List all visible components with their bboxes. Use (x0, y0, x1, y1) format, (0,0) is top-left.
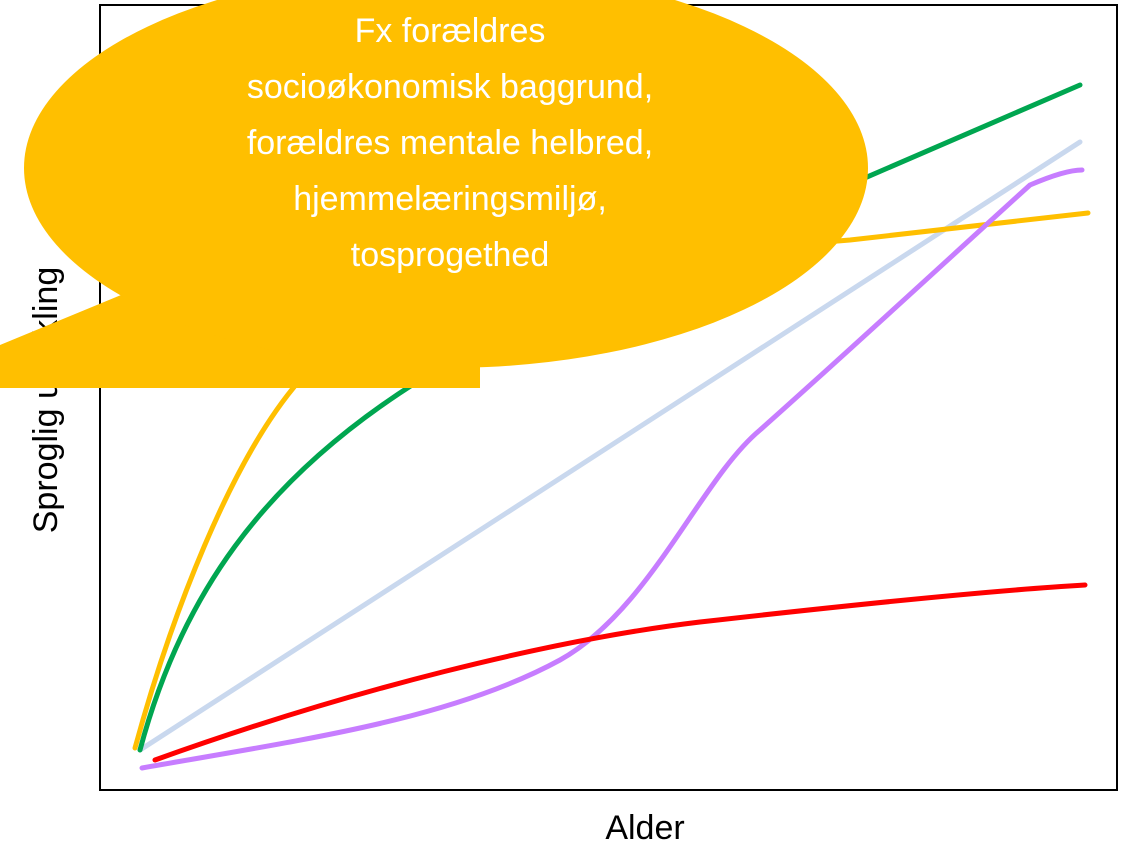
purple-curve (139, 167, 1085, 771)
red-curve (152, 582, 1088, 763)
bubble-body (24, 0, 868, 368)
speech-bubble: Fx forældres socioøkonomisk baggrund, foræ… (0, 0, 868, 388)
callout-line: forældres mentale helbred, (247, 124, 653, 162)
light-blue-curve (137, 139, 1083, 753)
callout-line: tosprogethed (351, 236, 550, 274)
callout-line: hjemmelæringsmiljø, (293, 180, 607, 218)
callout-line: Fx forældres (355, 12, 546, 50)
callout-text: Fx forældres socioøkonomisk baggrund, foræ… (247, 12, 653, 274)
callout-line: socioøkonomisk baggrund, (247, 68, 653, 106)
x-axis-label: Alder (605, 809, 684, 846)
y-axis-label: Sproglig udvikling (27, 267, 65, 534)
